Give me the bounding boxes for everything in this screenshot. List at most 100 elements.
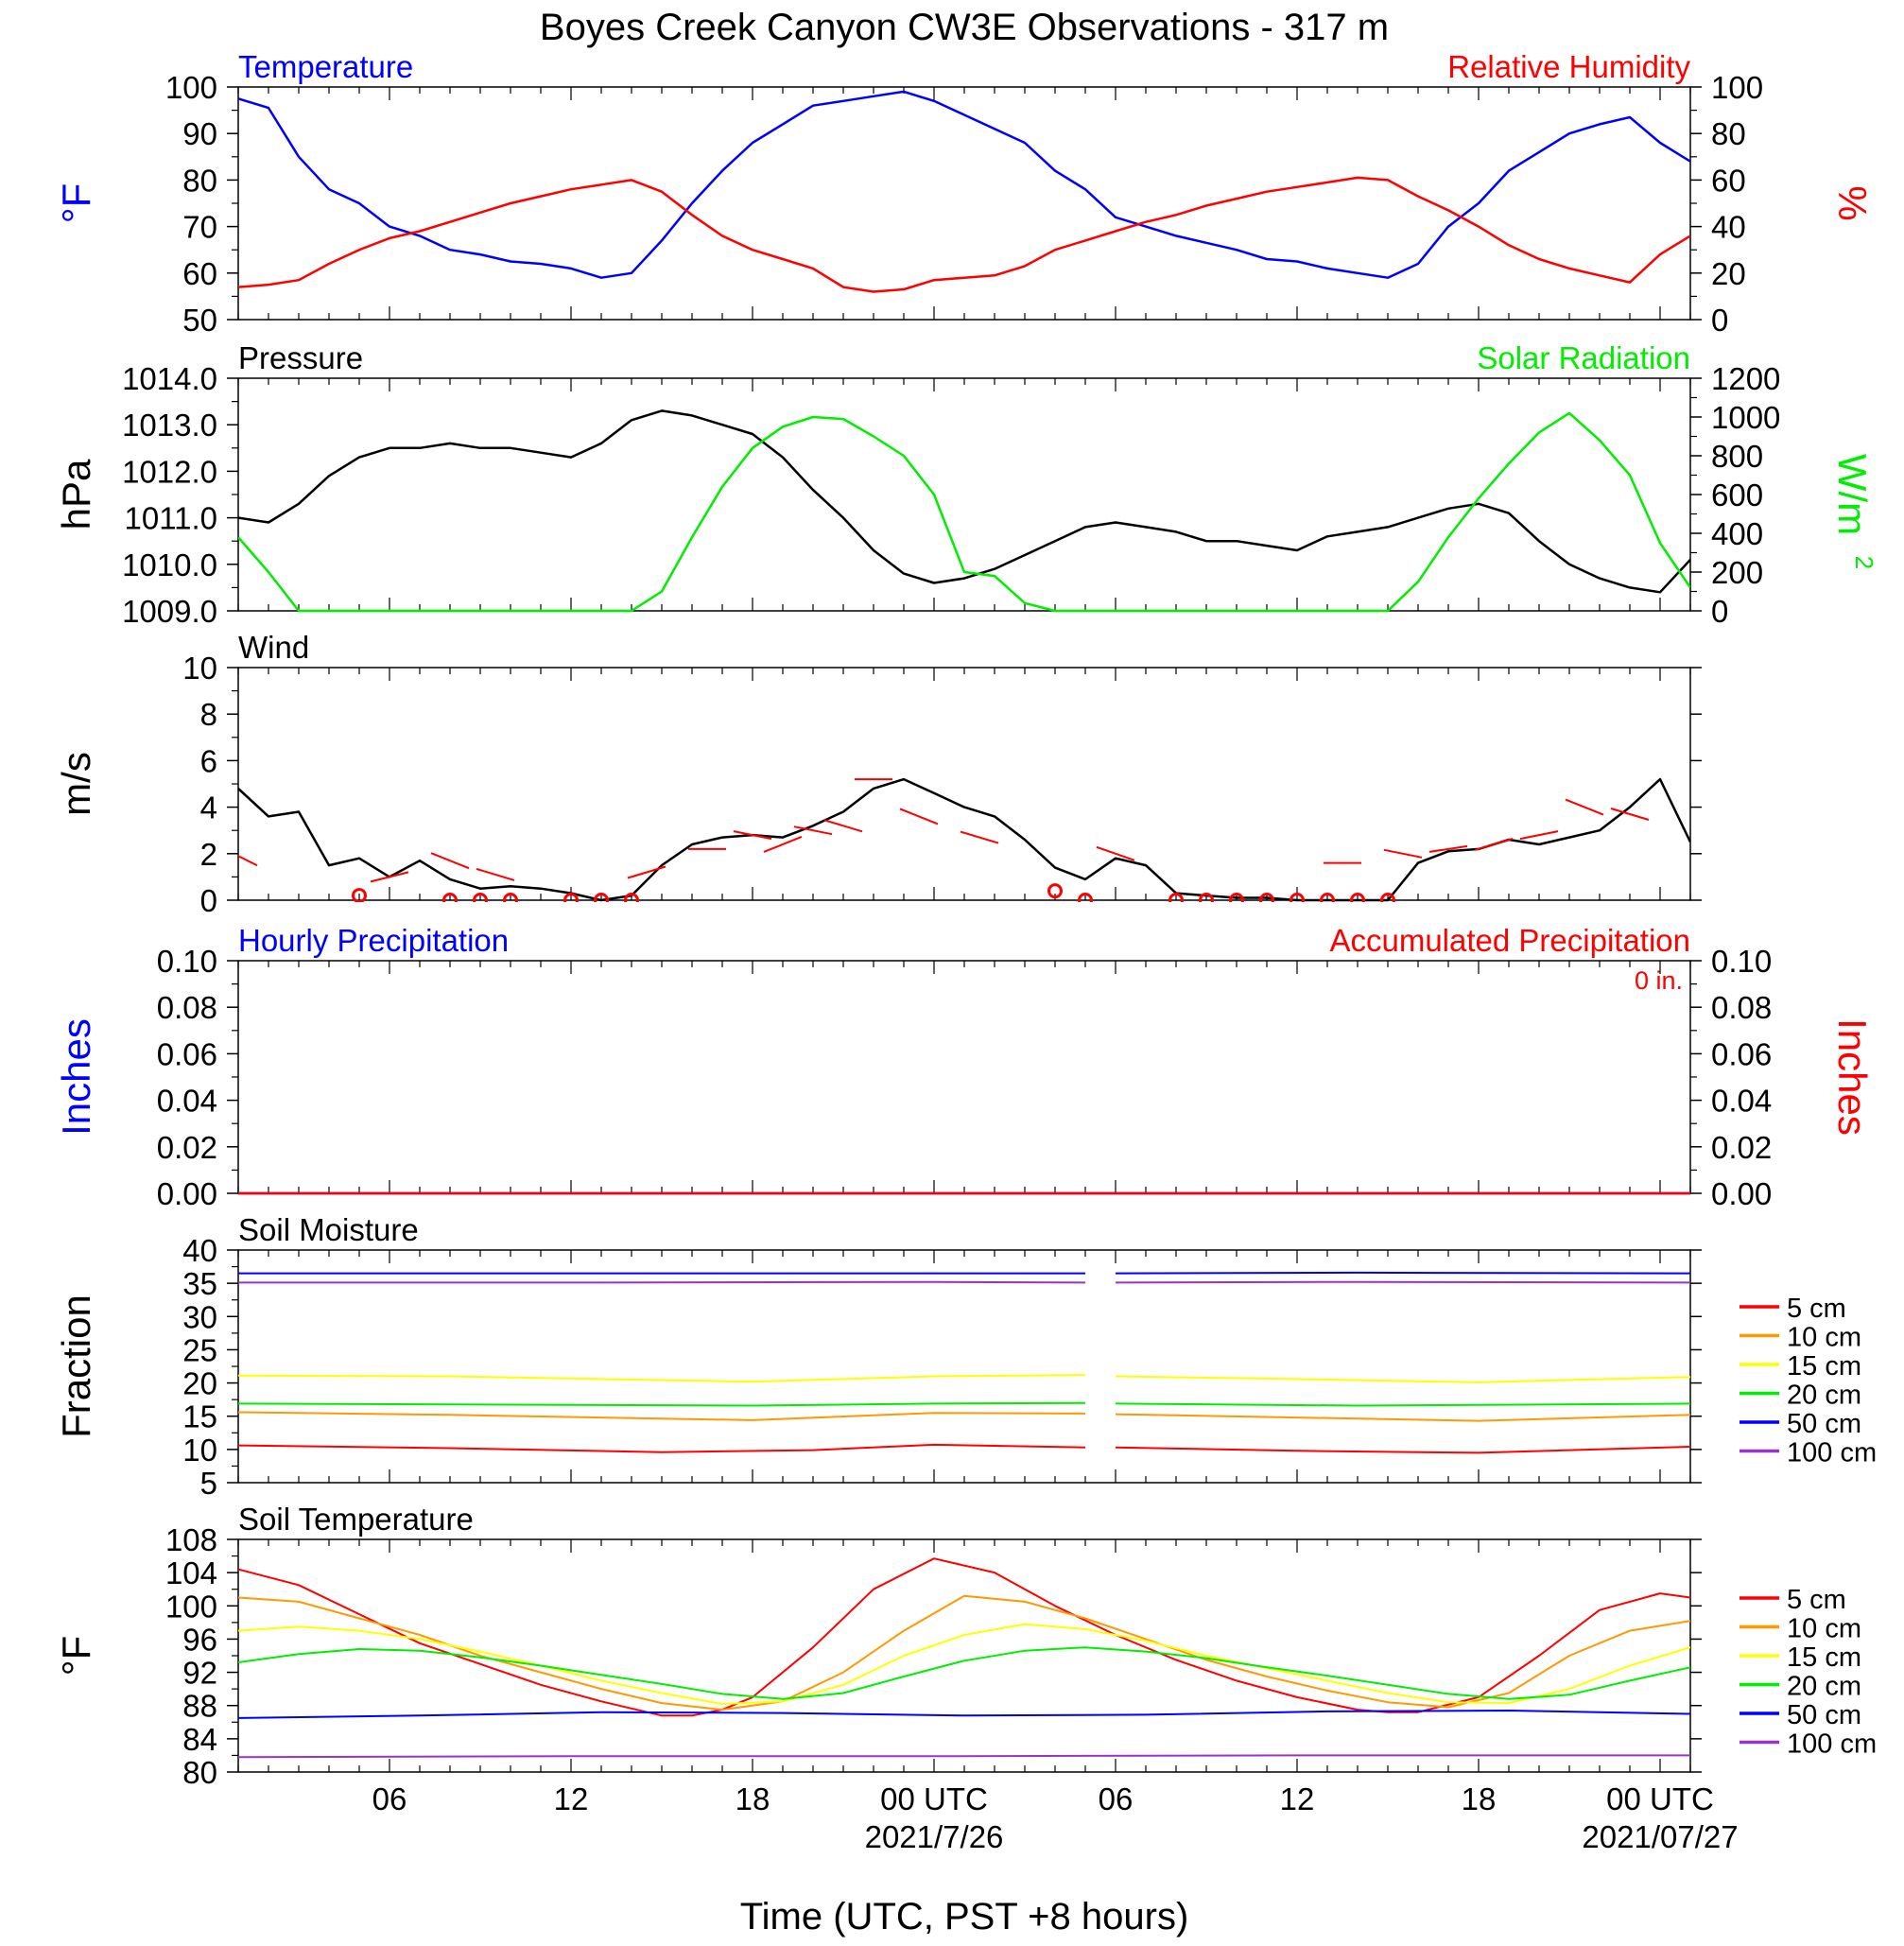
series-line-5 — [1115, 1280, 1690, 1284]
series-line-3 — [238, 1401, 1086, 1407]
y-axis-label-right: Inches — [1830, 1018, 1875, 1136]
series-group — [238, 409, 1690, 613]
y-axis-label-left: Fraction — [54, 1294, 98, 1438]
calm-marker — [1350, 893, 1365, 902]
y-axis-label-right: W/m — [1830, 454, 1875, 535]
panel-title-right: Relative Humidity — [1447, 49, 1690, 84]
y-tick-label-right: 0.10 — [1711, 944, 1772, 979]
y-tick-label-left: 0.00 — [157, 1176, 217, 1211]
y-tick-label-right: 80 — [1711, 116, 1746, 151]
y-axis-label-left: hPa — [54, 459, 98, 530]
y-tick-label-left: 2 — [200, 837, 217, 872]
y-axis-label-left: Inches — [54, 1018, 98, 1136]
calm-marker — [624, 893, 639, 902]
calm-marker — [563, 893, 579, 902]
y-tick-label-right: 1200 — [1711, 361, 1780, 396]
y-tick-label-right: 60 — [1711, 163, 1746, 198]
y-tick-label-left: 80 — [182, 163, 217, 198]
series-group — [238, 90, 1690, 293]
series-line-0 — [238, 1557, 1690, 1717]
wind-barb — [1519, 830, 1559, 841]
panel-title-left: Hourly Precipitation — [238, 923, 509, 958]
series-line-1 — [238, 411, 1690, 613]
legend-label: 50 cm — [1787, 1409, 1861, 1439]
y-tick-label-left: 35 — [182, 1266, 217, 1301]
y-tick-label-left: 4 — [200, 791, 217, 825]
y-tick-label-right: 0 — [1711, 303, 1728, 338]
series-line-5 — [238, 1280, 1086, 1284]
series-line-1 — [238, 1411, 1086, 1421]
plot-frame — [237, 86, 1691, 321]
x-tick-label: 06 — [372, 1781, 407, 1816]
wind-barb — [370, 871, 409, 883]
x-tick-label: 06 — [1099, 1781, 1134, 1816]
y-tick-label-right: 800 — [1711, 439, 1763, 474]
x-axis-label: Time (UTC, PST +8 hours) — [740, 1896, 1189, 1937]
series-group — [238, 777, 1690, 902]
wind-barb — [960, 830, 999, 844]
calm-marker — [1047, 883, 1063, 899]
calm-marker — [503, 893, 518, 902]
legend-label: 5 cm — [1787, 1585, 1846, 1615]
wind-barb — [627, 865, 666, 879]
y-tick-label-left: 1012.0 — [122, 454, 217, 489]
y-tick-label-right: 600 — [1711, 478, 1763, 513]
panel-title-right: Solar Radiation — [1477, 340, 1690, 375]
wind-barb — [430, 852, 470, 870]
panel-title-left: Soil Moisture — [238, 1212, 419, 1247]
y-tick-label-left: 92 — [182, 1656, 217, 1691]
calm-marker — [442, 893, 458, 902]
y-tick-label-right: 0 — [1711, 594, 1728, 629]
y-axis-label-left: °F — [54, 1636, 98, 1676]
series-line-1 — [238, 1594, 1690, 1711]
legend-label: 15 cm — [1787, 1351, 1861, 1381]
wind-barb — [1096, 845, 1135, 861]
series-line-2 — [238, 1623, 1690, 1705]
calm-marker — [1229, 893, 1244, 902]
wind-barb — [793, 825, 833, 836]
y-tick-label-left: 100 — [165, 70, 217, 105]
chart-title: Boyes Creek Canyon CW3E Observations - 3… — [540, 7, 1389, 48]
y-tick-label-left: 0 — [200, 883, 217, 918]
y-tick-label-right: 0.02 — [1711, 1130, 1772, 1165]
x-tick-label: 18 — [1462, 1781, 1497, 1816]
y-tick-label-right: 0.06 — [1711, 1036, 1772, 1071]
y-tick-label-right: 0.00 — [1711, 1176, 1772, 1211]
y-tick-label-left: 80 — [182, 1755, 217, 1790]
y-tick-label-left: 1014.0 — [122, 361, 217, 396]
series-group — [238, 1271, 1690, 1454]
y-tick-label-left: 10 — [182, 1433, 217, 1468]
x-tick-label: 12 — [554, 1781, 589, 1816]
y-tick-label-left: 6 — [200, 743, 217, 778]
wind-barb — [1474, 838, 1514, 851]
panel-temperature-humidity: 50 60 70 80 90 100 0 20 40 60 80 100 Temperature Rela… — [54, 49, 1875, 338]
y-tick-label-left: 96 — [182, 1622, 217, 1657]
y-tick-label-left: 60 — [182, 256, 217, 291]
y-tick-label-left: 88 — [182, 1689, 217, 1724]
y-axis-label-right-sup: 2 — [1850, 556, 1878, 569]
series-line-1 — [238, 176, 1690, 293]
legend-label: 20 cm — [1787, 1672, 1861, 1702]
panel-title-left: Temperature — [238, 49, 413, 84]
calm-marker — [1168, 893, 1184, 902]
series-line-3 — [1115, 1402, 1690, 1407]
legend-label: 100 cm — [1787, 1729, 1877, 1760]
series-line-3 — [238, 1646, 1690, 1700]
x-tick-label: 00 UTC — [880, 1781, 988, 1816]
y-tick-label-left: 0.06 — [157, 1036, 217, 1071]
wind-barb — [1428, 844, 1468, 853]
panel-title-left: Pressure — [238, 340, 363, 375]
series-line-1 — [1115, 1413, 1690, 1422]
y-tick-label-right: 1000 — [1711, 400, 1780, 435]
calm-marker — [1290, 893, 1305, 902]
plot-frame — [237, 377, 1691, 612]
series-line-2 — [1115, 1375, 1690, 1383]
y-tick-label-left: 50 — [182, 303, 217, 338]
y-tick-label-left: 108 — [165, 1522, 217, 1557]
y-tick-label-left: 20 — [182, 1366, 217, 1401]
panel-title-right: Accumulated Precipitation — [1329, 923, 1690, 958]
wind-barb — [823, 819, 863, 833]
